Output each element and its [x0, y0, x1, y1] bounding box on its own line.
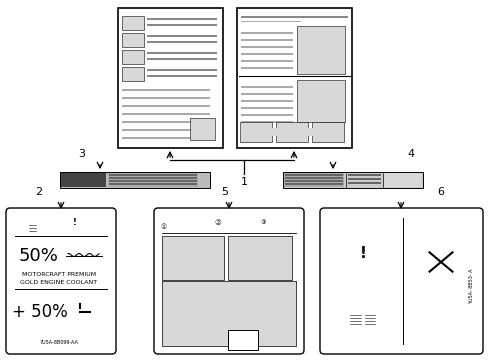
Bar [160, 218, 168, 230]
Bar [122, 50, 143, 64]
Text: 6: 6 [437, 187, 444, 197]
Bar [147, 51, 217, 54]
Bar [241, 53, 292, 55]
Bar [122, 89, 209, 91]
Text: YU5A- 8B53- A: YU5A- 8B53- A [468, 268, 473, 304]
Text: 2: 2 [35, 187, 42, 197]
Bar [285, 180, 342, 182]
Bar [147, 58, 217, 60]
Bar [109, 180, 197, 182]
Bar [237, 8, 351, 148]
Bar [285, 184, 342, 185]
Bar [28, 217, 38, 231]
Text: + 50%: + 50% [12, 303, 68, 321]
Bar [162, 236, 224, 280]
Bar [122, 67, 143, 81]
Bar [241, 32, 292, 34]
Bar [122, 137, 209, 139]
Bar [147, 35, 217, 37]
Bar [285, 175, 342, 176]
Bar [240, 122, 271, 142]
Text: !: ! [359, 246, 366, 261]
Bar [147, 68, 217, 71]
Bar [348, 306, 360, 324]
Bar [17, 217, 27, 231]
Bar [363, 306, 375, 324]
Bar [241, 21, 301, 22]
Bar [241, 39, 292, 41]
Bar [227, 330, 258, 350]
Bar [241, 86, 292, 88]
Bar [167, 218, 175, 230]
Bar [147, 18, 217, 20]
Text: ②: ② [214, 219, 221, 228]
Bar [61, 173, 106, 187]
Text: 3: 3 [79, 149, 85, 159]
Text: 1: 1 [240, 177, 247, 187]
Bar [283, 172, 422, 188]
FancyBboxPatch shape [6, 208, 116, 354]
Bar [147, 40, 217, 43]
Text: 50%: 50% [18, 247, 58, 265]
FancyBboxPatch shape [154, 208, 304, 354]
Bar [118, 8, 223, 148]
Text: 4: 4 [407, 149, 414, 159]
Bar [347, 183, 380, 184]
Bar [122, 129, 209, 131]
Text: !: ! [73, 219, 77, 228]
Text: 5: 5 [221, 187, 228, 197]
FancyBboxPatch shape [319, 208, 482, 354]
Bar [147, 23, 217, 26]
Bar [227, 236, 291, 280]
Text: MOTORCRAFT PREMIUM: MOTORCRAFT PREMIUM [22, 271, 96, 276]
Bar [122, 121, 209, 123]
Bar [311, 122, 343, 142]
Text: GOLD ENGINE COOLANT: GOLD ENGINE COOLANT [20, 279, 98, 284]
Bar [109, 175, 197, 176]
Bar [109, 177, 197, 179]
Bar [122, 97, 209, 99]
Bar [241, 67, 292, 69]
Bar [122, 113, 209, 115]
Bar [241, 107, 292, 109]
Bar [383, 173, 420, 187]
Bar [190, 118, 215, 140]
Text: 7U5A-8B099-AA: 7U5A-8B099-AA [40, 341, 78, 346]
Bar [241, 16, 347, 18]
Bar [162, 281, 295, 346]
Bar [285, 177, 342, 179]
Bar [66, 242, 102, 264]
Bar [241, 100, 292, 102]
Bar [347, 179, 380, 180]
Bar [241, 93, 292, 95]
Bar [231, 334, 240, 346]
Bar [108, 173, 198, 187]
Bar [296, 26, 345, 74]
Bar [296, 80, 345, 122]
Bar [241, 60, 292, 62]
Bar [239, 334, 246, 346]
Text: ①: ① [240, 338, 245, 342]
Bar [241, 121, 292, 123]
Bar [122, 105, 209, 107]
Bar [60, 172, 209, 188]
Bar [347, 175, 380, 176]
Bar [72, 308, 88, 320]
Bar [122, 16, 143, 30]
Bar [266, 128, 316, 136]
Text: ①: ① [161, 224, 167, 230]
Bar [241, 114, 292, 116]
Bar [109, 184, 197, 185]
Bar [284, 173, 343, 187]
Bar [122, 33, 143, 47]
Text: ③: ③ [260, 220, 265, 225]
Bar [275, 122, 307, 142]
Bar [241, 46, 292, 48]
Bar [147, 75, 217, 77]
